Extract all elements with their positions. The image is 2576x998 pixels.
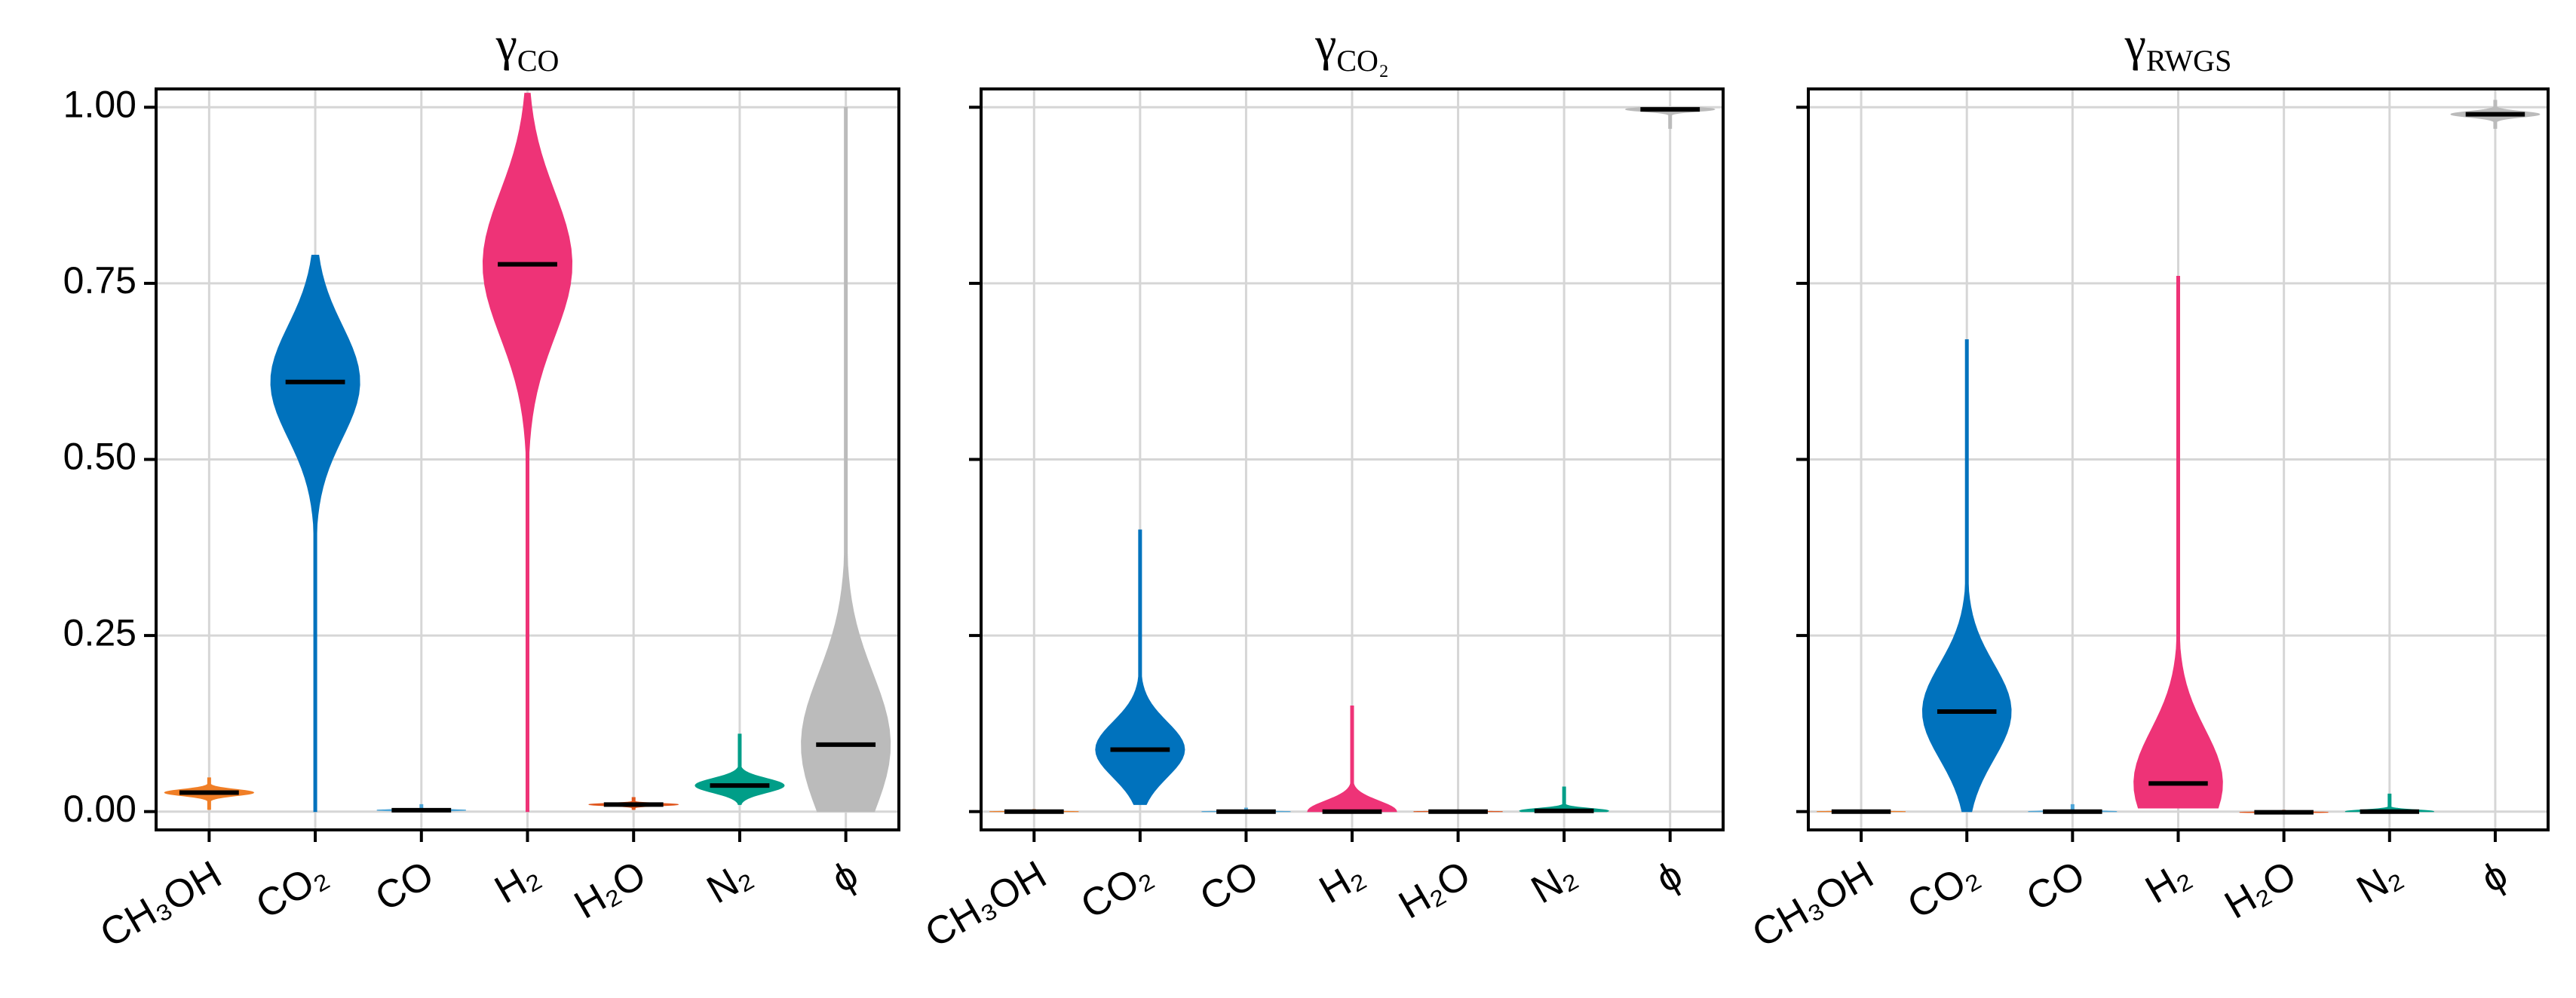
violin	[695, 733, 785, 805]
title-subscript: RWGS	[2146, 44, 2231, 78]
x-tick-label: CO₂	[1900, 853, 1986, 927]
x-tick-label: H₂O	[2218, 853, 2304, 927]
plot-frame	[155, 87, 900, 831]
x-tick-label: ϕ	[1648, 853, 1689, 902]
violin	[1307, 706, 1397, 813]
y-tick-label: 0.00	[63, 788, 136, 830]
y-tick-label: 0.25	[63, 611, 136, 654]
title-symbol: γ	[2124, 17, 2146, 71]
y-tick-label: 0.50	[63, 436, 136, 478]
violin	[1519, 786, 1609, 813]
violin	[270, 255, 360, 813]
x-tick-label: CO	[1193, 853, 1266, 920]
panel-title: γCO	[495, 17, 560, 78]
x-tick-label: H₂	[2138, 853, 2197, 912]
title-symbol: γ	[1314, 17, 1336, 71]
x-tick-label: H₂O	[567, 853, 653, 927]
plot-frame	[1807, 87, 2550, 831]
x-tick-label: N₂	[700, 853, 759, 912]
y-tick-label: 0.75	[63, 259, 136, 302]
panel-title: γRWGS	[2124, 17, 2232, 78]
title-subscript: CO₂	[1336, 44, 1389, 78]
x-tick-label: CH₃OH	[1745, 853, 1881, 956]
x-tick-label: CH₃OH	[918, 853, 1053, 956]
x-tick-label: N₂	[1524, 853, 1584, 912]
x-tick-label: CO₂	[1074, 853, 1160, 927]
violin	[801, 106, 891, 813]
violin	[2344, 793, 2434, 813]
x-tick-label: H₂	[487, 853, 547, 912]
violin	[1921, 339, 2012, 813]
title-symbol: γ	[495, 17, 517, 71]
x-tick-label: CO₂	[249, 853, 335, 927]
violin	[482, 93, 573, 813]
x-tick-label: CO	[368, 853, 441, 920]
x-tick-label: N₂	[2350, 853, 2409, 912]
violin	[1095, 529, 1185, 805]
x-tick-label: CH₃OH	[93, 853, 228, 956]
x-tick-label: CO	[2019, 853, 2093, 920]
title-subscript: CO	[517, 44, 560, 78]
y-tick-label: 1.00	[63, 83, 136, 125]
violin	[2028, 804, 2118, 813]
panel-title: γCO₂	[1314, 17, 1389, 78]
x-tick-label: ϕ	[2474, 853, 2515, 902]
x-tick-label: H₂	[1312, 853, 1372, 912]
violin	[2133, 276, 2223, 809]
x-tick-label: H₂O	[1392, 853, 1478, 927]
plot-frame	[980, 87, 1725, 831]
x-tick-label: ϕ	[824, 853, 865, 902]
